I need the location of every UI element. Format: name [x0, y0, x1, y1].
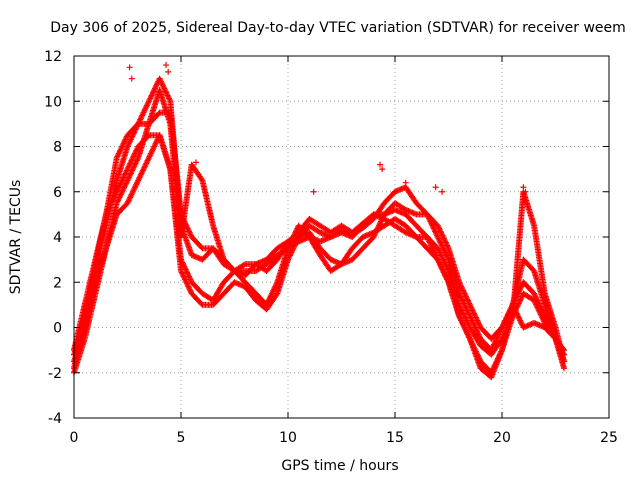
data-point [432, 184, 439, 191]
y-tick-label: -4 [48, 411, 62, 427]
data-point [402, 179, 409, 186]
y-axis-label: SDTVAR / TECUs [8, 180, 24, 295]
x-tick-label: 25 [600, 430, 618, 446]
data-point [240, 261, 247, 268]
y-tick-label: -2 [48, 366, 62, 382]
y-tick-labels: -4 -2 0 2 4 6 8 10 12 [44, 49, 62, 427]
x-tick-labels: 0 5 10 15 20 25 [70, 430, 618, 446]
data-point [310, 188, 317, 195]
data-point [163, 62, 170, 69]
x-axis-label: GPS time / hours [281, 458, 398, 474]
y-tick-label: 10 [44, 94, 62, 110]
y-tick-label: 12 [44, 49, 62, 65]
data-point [128, 75, 135, 82]
data-point [126, 64, 133, 71]
data-point [273, 291, 280, 298]
data-point [198, 176, 205, 183]
data-point [561, 365, 568, 372]
y-tick-label: 6 [53, 185, 62, 201]
y-tick-label: 2 [53, 275, 62, 291]
data-points [71, 62, 568, 381]
y-tick-label: 8 [53, 140, 62, 156]
x-tick-label: 20 [493, 430, 511, 446]
x-tick-label: 0 [70, 430, 79, 446]
data-point [520, 184, 527, 191]
data-point [561, 358, 568, 365]
data-point [192, 159, 199, 166]
x-tick-label: 10 [279, 430, 297, 446]
y-tick-label: 0 [53, 321, 62, 337]
axis-ticks [73, 55, 610, 419]
x-tick-label: 15 [386, 430, 404, 446]
chart-title: Day 306 of 2025, Sidereal Day-to-day VTE… [50, 20, 626, 36]
x-tick-label: 5 [177, 430, 186, 446]
data-point [377, 161, 384, 168]
data-point [522, 188, 529, 195]
data-point [379, 166, 386, 173]
y-tick-label: 4 [53, 230, 62, 246]
data-point [165, 68, 172, 75]
data-point [439, 188, 446, 195]
